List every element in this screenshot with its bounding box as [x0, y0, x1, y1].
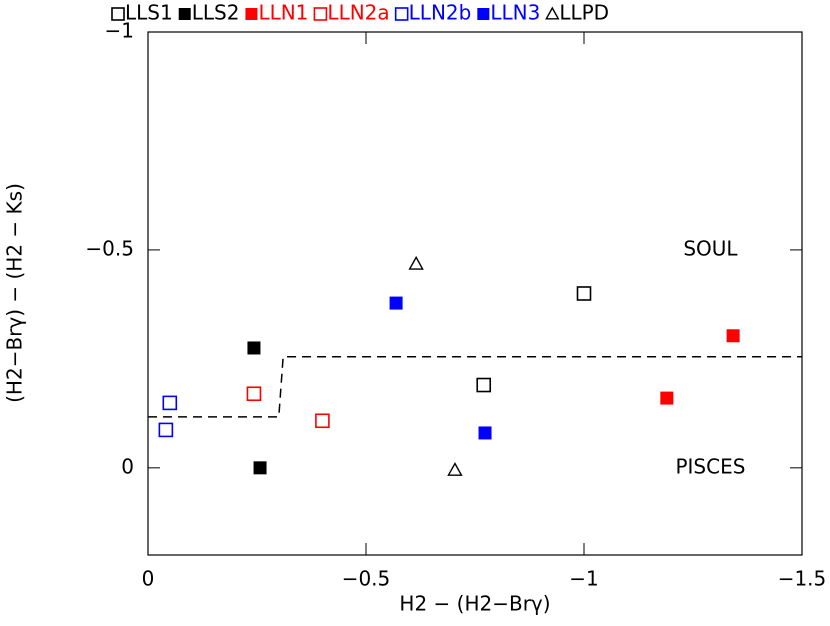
- legend-label: LLPD: [559, 1, 609, 25]
- legend-marker: [477, 8, 490, 20]
- annotation: SOUL: [683, 236, 738, 260]
- marker: [389, 296, 403, 310]
- x-tick-label: −1.5: [778, 567, 827, 591]
- legend-label: LLN2a: [327, 1, 389, 25]
- marker: [162, 395, 178, 411]
- marker: [447, 462, 463, 476]
- x-tick-label: −0.5: [342, 567, 391, 591]
- legend-marker: [545, 6, 560, 20]
- y-tick-label: −1: [105, 19, 134, 43]
- marker: [576, 286, 592, 301]
- legend-label: LLN2b: [409, 1, 472, 25]
- marker: [247, 341, 261, 355]
- marker: [478, 426, 492, 440]
- marker: [158, 422, 174, 438]
- legend-label: LLS1: [125, 1, 173, 25]
- legend-marker: [313, 7, 328, 21]
- marker: [660, 391, 674, 405]
- boundary-line: [148, 355, 802, 418]
- y-tick-label: −0.5: [85, 236, 134, 260]
- legend-marker: [178, 8, 191, 20]
- legend-label: LLS2: [192, 1, 240, 25]
- legend-marker: [394, 7, 409, 21]
- x-tick-label: −1: [569, 567, 598, 591]
- x-axis-label: H2 − (H2−Brγ): [399, 592, 550, 616]
- y-axis-label: (H2−Brγ) − (H2 − Ks): [3, 183, 27, 403]
- annotation: PISCES: [675, 454, 745, 478]
- legend-marker: [111, 7, 125, 21]
- plot-frame: [147, 31, 803, 556]
- marker: [315, 413, 330, 429]
- legend-label: LLN1: [258, 1, 308, 25]
- y-tick-label: 0: [121, 454, 134, 478]
- marker: [726, 329, 740, 343]
- legend-marker: [245, 8, 258, 20]
- marker: [408, 255, 424, 270]
- x-tick-label: 0: [142, 567, 155, 591]
- marker: [253, 461, 267, 475]
- legend-label: LLN3: [490, 1, 540, 25]
- marker: [476, 377, 492, 393]
- marker: [246, 386, 262, 402]
